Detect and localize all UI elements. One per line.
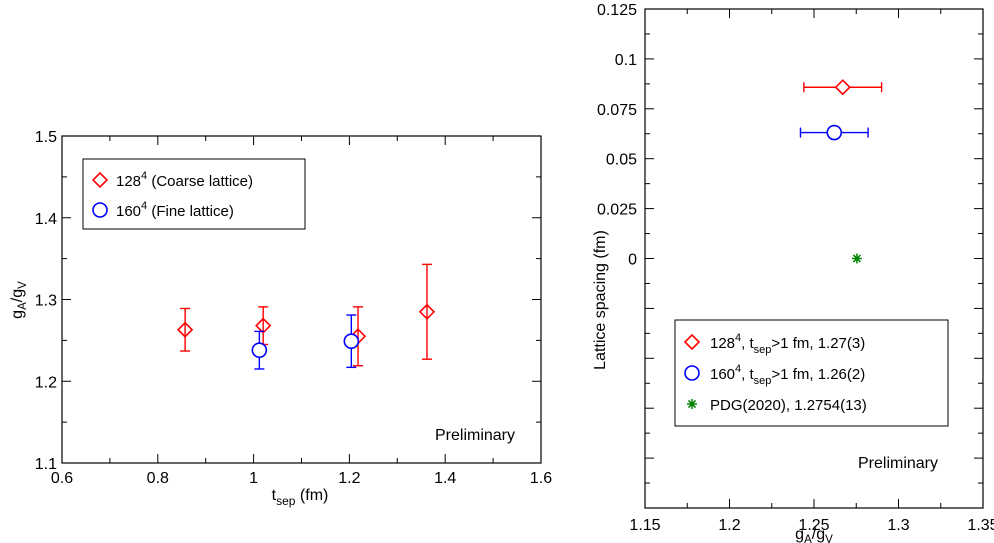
preliminary-annotation: Preliminary	[858, 455, 938, 472]
legend-marker	[683, 333, 701, 351]
label-subscript: sep	[276, 494, 296, 508]
x-tick-label: 1.25	[798, 517, 829, 534]
x-axis-label: gA/gV	[795, 526, 833, 543]
label-text: /	[9, 297, 26, 302]
marker-background	[252, 343, 267, 358]
legend-label: 1284 (Coarse lattice)	[116, 170, 253, 190]
label-superscript: 4	[141, 200, 147, 212]
y-tick-label: 1.2	[35, 374, 57, 391]
data-series	[176, 263, 436, 367]
right-chart: 1.15 1.2 1.25 1.3 1.35 0 0.025 0.05 0.075 0.1 0.12…	[592, 2, 994, 543]
x-tick-label: 1	[249, 470, 258, 487]
y-tick-label: 0	[628, 252, 637, 269]
legend-marker	[684, 365, 700, 381]
label-text: g	[795, 526, 804, 543]
right-plot-frame	[644, 8, 984, 509]
label-text: PDG(2020), 1.2754(13)	[710, 397, 867, 414]
legend-box	[674, 319, 949, 427]
x-tick-label: 0.8	[147, 470, 169, 487]
y-tick-label: 1.5	[35, 129, 57, 146]
star-marker-stroke	[687, 399, 697, 409]
label-text: , t	[741, 366, 754, 383]
data-point	[851, 253, 862, 264]
data-series	[851, 253, 862, 264]
label-superscript: 4	[735, 363, 741, 375]
y-tick-label: 0.1	[615, 52, 637, 69]
label-text: >1 fm, 1.27(3)	[771, 335, 865, 352]
preliminary-annotation: Preliminary	[435, 427, 515, 444]
data-point	[834, 79, 851, 96]
label-superscript: 4	[141, 170, 147, 182]
x-tick-label: 1.35	[967, 517, 994, 534]
label-superscript: 4	[735, 332, 741, 344]
data-point	[176, 321, 194, 338]
data-point	[251, 342, 268, 358]
label-text: 128	[116, 173, 141, 190]
data-series	[803, 79, 883, 96]
x-tick-label: 1.2	[338, 470, 360, 487]
label-text: >1 fm, 1.26(2)	[771, 366, 865, 383]
legend-marker	[687, 399, 697, 409]
legend-label: 1604, tsep>1 fm, 1.26(2)	[710, 363, 865, 387]
x-axis-label: tsep (fm)	[272, 487, 329, 508]
y-axis-label: Lattice spacing (fm)	[592, 230, 609, 370]
x-tick-label: 1.2	[718, 517, 740, 534]
label-text: , t	[741, 335, 754, 352]
label-text: g	[9, 289, 26, 298]
label-text: 128	[710, 335, 735, 352]
legend-box	[82, 158, 306, 230]
data-point	[826, 124, 843, 141]
data-point	[255, 317, 272, 334]
data-point	[343, 333, 360, 349]
y-tick-label: 0.025	[597, 202, 637, 219]
x-tick-label: 1.6	[530, 470, 552, 487]
label-subscript: sep	[754, 344, 772, 356]
y-axis-label: gA/gV	[9, 281, 29, 319]
marker-background	[827, 126, 841, 140]
label-text: (fm)	[295, 487, 328, 504]
left-chart: 0.6 0.8 1 1.2 1.4 1.6 1.1 1.2 1.3 1.4 1.5 tsep (fm)…	[9, 129, 552, 508]
legend-label: PDG(2020), 1.2754(13)	[710, 397, 867, 414]
x-tick-label: 1.4	[434, 470, 456, 487]
legend-marker	[92, 202, 108, 218]
label-subscript: V	[825, 534, 833, 543]
y-tick-label: 1.4	[35, 211, 57, 228]
data-point	[418, 303, 436, 320]
legend-label: 1604 (Fine lattice)	[116, 200, 234, 220]
label-text: t	[272, 487, 277, 504]
y-tick-label: 0.075	[597, 102, 637, 119]
legend-marker	[91, 171, 109, 189]
label-text: (Fine lattice)	[147, 203, 234, 220]
data-series	[251, 314, 360, 370]
label-text: g	[9, 310, 26, 319]
y-tick-label: 0.05	[606, 152, 637, 169]
y-tick-label: 0.125	[597, 2, 637, 19]
y-tick-label: 1.3	[35, 293, 57, 310]
x-tick-label: 1.3	[887, 517, 909, 534]
legend: 1284 (Coarse lattice)1604 (Fine lattice)	[82, 158, 306, 230]
label-subscript: A	[17, 302, 29, 310]
label-text: 160	[710, 366, 735, 383]
label-text: g	[816, 526, 825, 543]
data-series	[799, 124, 869, 141]
label-text: (Coarse lattice)	[147, 173, 253, 190]
label-subscript: V	[17, 281, 29, 289]
y-tick-label: 1.1	[35, 456, 57, 473]
star-marker-stroke	[852, 254, 861, 263]
marker-background	[344, 334, 359, 349]
x-tick-label: 0.6	[51, 470, 73, 487]
label-subscript: A	[804, 534, 812, 543]
x-tick-label: 1.15	[629, 517, 660, 534]
legend: 1284, tsep>1 fm, 1.27(3)1604, tsep>1 fm,…	[674, 319, 949, 427]
marker-background	[836, 80, 850, 94]
label-subscript: sep	[754, 375, 772, 387]
legend-label: 1284, tsep>1 fm, 1.27(3)	[710, 332, 865, 356]
label-text: 160	[116, 203, 141, 220]
label-text: /	[812, 526, 817, 543]
